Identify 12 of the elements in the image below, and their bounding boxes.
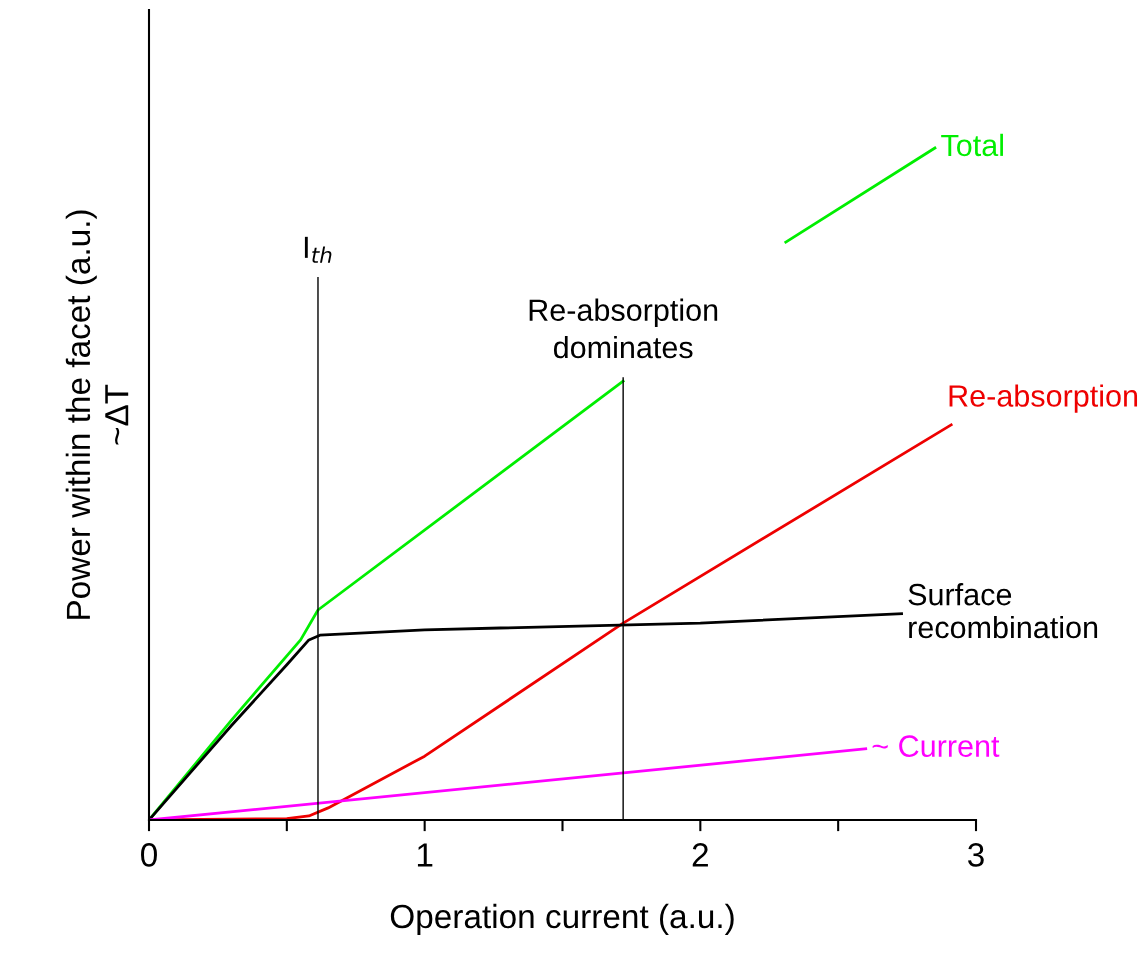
annotation: I$_{th}$ bbox=[304, 236, 332, 263]
series-label: Total bbox=[941, 133, 1003, 157]
x-tick-label: 1 bbox=[417, 843, 433, 867]
series-label: Re-absorption bbox=[949, 384, 1138, 413]
annotation: Re-absorption dominates bbox=[529, 298, 718, 359]
y-axis-title: Power within the facet (a.u.) ~ΔT bbox=[65, 210, 129, 619]
x-tick-label: 3 bbox=[968, 843, 984, 867]
x-tick-label: 0 bbox=[141, 843, 157, 867]
series-label: ~ Current bbox=[872, 735, 1000, 757]
x-axis-title: Operation current (a.u.) bbox=[390, 903, 734, 935]
series-label: Surface recombination bbox=[908, 583, 1098, 639]
x-tick-label: 2 bbox=[692, 843, 708, 867]
